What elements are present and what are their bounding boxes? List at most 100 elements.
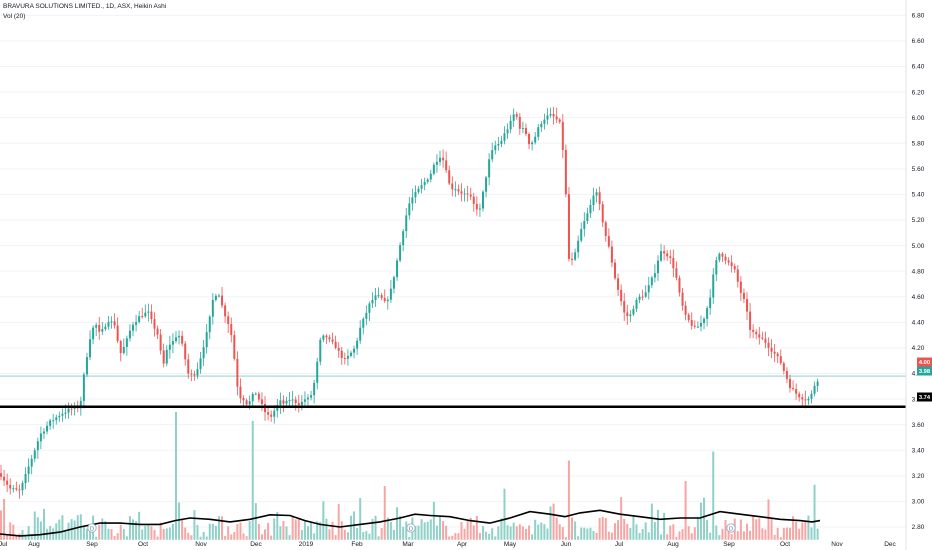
candle-body <box>230 324 233 336</box>
y-tick-label: 6.40 <box>912 64 925 71</box>
volume-bar <box>340 521 343 540</box>
time-axis[interactable]: Jul Aug Sep Oct Nov Dec 2019 Feb Mar Apr May Jun Jul… <box>0 541 897 548</box>
volume-bar <box>604 518 607 540</box>
volume-bar <box>156 536 159 540</box>
candle-body <box>528 134 531 145</box>
volume-bar <box>85 528 88 540</box>
candle <box>414 185 417 204</box>
volume-bar <box>365 531 368 540</box>
volume-bar <box>396 507 399 540</box>
x-tick-label: Dec <box>250 541 262 548</box>
candle <box>709 289 712 315</box>
candle <box>24 467 27 490</box>
candle <box>282 395 285 413</box>
candle-body <box>727 260 730 263</box>
dividend-marker[interactable]: D <box>406 523 416 533</box>
volume-bar <box>607 531 610 540</box>
candle <box>638 293 641 304</box>
volume-bar <box>488 533 491 540</box>
candle <box>730 255 733 273</box>
candle <box>699 315 702 332</box>
candle-body <box>666 253 669 257</box>
y-tick-label: 4.60 <box>912 294 925 301</box>
candle <box>478 203 481 217</box>
volume-bar <box>73 520 76 540</box>
x-tick-label: Sep <box>723 541 735 548</box>
candle-body <box>52 420 55 422</box>
volume-bar <box>524 528 527 540</box>
volume-bar <box>727 524 730 540</box>
candle-body <box>521 127 524 129</box>
candle <box>718 252 721 263</box>
candle-body <box>98 324 101 332</box>
candle-body <box>647 285 650 293</box>
volume-bar <box>472 525 475 540</box>
volume-bar <box>509 526 512 540</box>
volume-bar <box>656 509 659 540</box>
candle <box>356 337 359 355</box>
dividend-marker[interactable]: D <box>726 523 736 533</box>
volume-bar <box>12 524 15 540</box>
volume-bar <box>807 515 810 540</box>
candle-body <box>423 181 426 186</box>
candle <box>546 108 549 125</box>
volume-bar <box>798 528 801 540</box>
candle-body <box>27 466 30 474</box>
candle-body <box>211 299 214 317</box>
volume-bar <box>614 523 616 540</box>
candle <box>316 357 319 390</box>
candle-body <box>365 312 368 319</box>
volume-bar <box>267 522 270 540</box>
candle-body <box>39 433 42 442</box>
candle-body <box>571 258 574 260</box>
candle-body <box>349 352 352 356</box>
candle-body <box>113 321 116 326</box>
volume-bar <box>678 531 681 540</box>
candle <box>549 107 552 118</box>
dividend-marker[interactable]: D <box>87 523 97 533</box>
candle <box>162 343 165 368</box>
volume-bar <box>571 517 574 540</box>
candle <box>537 123 540 141</box>
volume-bar <box>491 528 494 540</box>
candle <box>98 316 101 340</box>
candle-body <box>589 205 592 214</box>
candle-body <box>660 251 663 261</box>
x-tick-label: Apr <box>457 541 468 548</box>
candle <box>620 284 623 306</box>
candle <box>371 292 374 309</box>
candle-body <box>684 305 687 315</box>
volume-bar <box>503 488 506 540</box>
chart-title: BRAVURA SOLUTIONS LIMITED., 1D, ASX, Hei… <box>3 3 167 10</box>
candle-body <box>435 161 438 165</box>
candle <box>715 256 718 281</box>
candle <box>0 464 2 481</box>
volume-bar <box>24 536 27 540</box>
volume-bar <box>693 527 696 540</box>
candle <box>368 301 371 322</box>
volume-bar <box>273 518 276 540</box>
candle-body <box>411 197 414 204</box>
candle-body <box>307 397 309 400</box>
candle <box>107 315 110 330</box>
volume-bar <box>742 531 745 540</box>
candle-body <box>356 340 359 349</box>
volume-bar <box>632 515 635 540</box>
candle-body <box>552 113 555 117</box>
volume-bar <box>463 528 466 540</box>
volume-bar <box>171 523 174 540</box>
candle-body <box>334 341 337 348</box>
price-axis[interactable]: 2.602.803.003.203.403.603.804.004.204.40… <box>912 13 925 550</box>
volume-bar <box>122 528 125 540</box>
volume-bars <box>0 411 819 540</box>
candle-body <box>779 356 782 364</box>
candle-body <box>408 203 411 216</box>
candle <box>641 289 644 301</box>
x-tick-label: Oct <box>780 541 790 548</box>
candle-body <box>816 381 819 386</box>
volume-bar <box>294 519 297 540</box>
x-tick-label: Aug <box>667 541 679 548</box>
candle-body <box>104 326 107 330</box>
candle-body <box>61 413 64 416</box>
